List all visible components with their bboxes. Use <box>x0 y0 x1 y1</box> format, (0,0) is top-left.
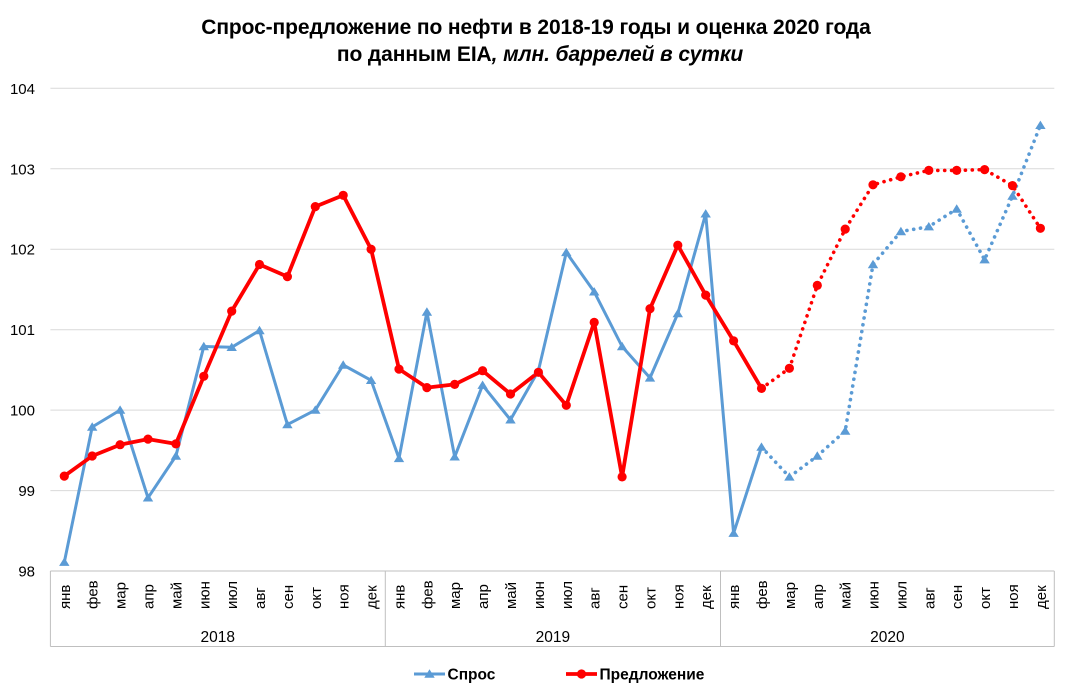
svg-text:май: май <box>503 582 520 609</box>
svg-text:101: 101 <box>10 322 35 339</box>
svg-text:авг: авг <box>587 587 604 609</box>
svg-text:май: май <box>838 582 855 609</box>
svg-text:дек: дек <box>364 585 381 609</box>
svg-text:по данным EIA, млн. баррелей в: по данным EIA, млн. баррелей в сутки <box>337 43 743 66</box>
svg-text:июл: июл <box>224 581 241 609</box>
svg-text:дек: дек <box>1033 585 1050 609</box>
svg-text:сен: сен <box>280 585 297 609</box>
svg-text:99: 99 <box>18 483 35 500</box>
svg-text:июн: июн <box>196 581 213 609</box>
svg-text:мар: мар <box>782 582 799 609</box>
svg-text:фев: фев <box>754 580 771 609</box>
svg-text:янв: янв <box>726 585 743 609</box>
svg-text:май: май <box>168 582 185 609</box>
svg-text:103: 103 <box>10 161 35 178</box>
svg-text:102: 102 <box>10 242 35 259</box>
svg-text:июл: июл <box>893 581 910 609</box>
svg-text:июн: июн <box>531 581 548 609</box>
svg-text:фев: фев <box>419 580 436 609</box>
svg-text:авг: авг <box>921 587 938 609</box>
svg-text:фев: фев <box>85 580 102 609</box>
svg-text:янв: янв <box>392 585 409 609</box>
svg-text:2019: 2019 <box>536 629 570 646</box>
svg-text:окт: окт <box>308 587 325 609</box>
svg-text:98: 98 <box>18 564 35 581</box>
svg-text:авг: авг <box>252 587 269 609</box>
svg-text:ноя: ноя <box>1005 584 1022 609</box>
svg-text:июн: июн <box>866 581 883 609</box>
svg-text:апр: апр <box>475 584 492 609</box>
svg-text:окт: окт <box>643 587 660 609</box>
svg-text:Спрос-предложение по нефти в 2: Спрос-предложение по нефти в 2018-19 год… <box>201 16 871 39</box>
svg-text:ноя: ноя <box>336 584 353 609</box>
svg-text:ноя: ноя <box>670 584 687 609</box>
svg-text:сен: сен <box>615 585 632 609</box>
svg-text:2018: 2018 <box>201 629 235 646</box>
svg-text:сен: сен <box>949 585 966 609</box>
svg-text:мар: мар <box>113 582 130 609</box>
svg-text:окт: окт <box>977 587 994 609</box>
svg-text:Предложение: Предложение <box>600 667 705 684</box>
svg-text:дек: дек <box>698 585 715 609</box>
svg-text:Спрос: Спрос <box>448 667 496 684</box>
svg-text:мар: мар <box>447 582 464 609</box>
svg-text:янв: янв <box>57 585 74 609</box>
svg-text:июл: июл <box>559 581 576 609</box>
svg-text:2020: 2020 <box>870 629 905 646</box>
svg-text:104: 104 <box>10 81 35 98</box>
svg-text:апр: апр <box>141 584 158 609</box>
svg-text:100: 100 <box>10 403 35 420</box>
svg-text:апр: апр <box>810 584 827 609</box>
